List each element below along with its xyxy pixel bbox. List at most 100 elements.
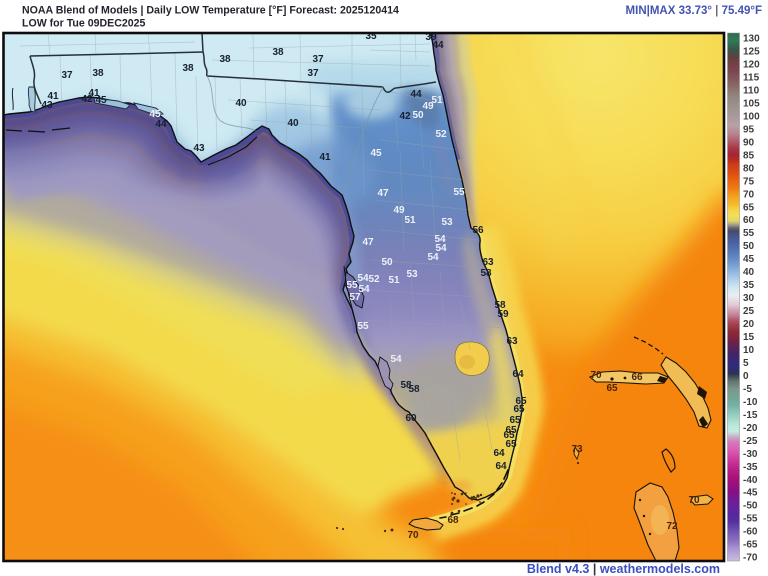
svg-text:41: 41 bbox=[88, 88, 100, 99]
svg-text:47: 47 bbox=[377, 188, 389, 199]
svg-text:54: 54 bbox=[434, 234, 446, 245]
svg-text:30: 30 bbox=[743, 293, 755, 304]
svg-text:58: 58 bbox=[400, 380, 412, 391]
svg-text:55: 55 bbox=[357, 321, 369, 332]
svg-text:39: 39 bbox=[425, 32, 437, 43]
svg-text:45: 45 bbox=[149, 109, 161, 120]
svg-text:-65: -65 bbox=[743, 540, 758, 551]
svg-text:-45: -45 bbox=[743, 488, 758, 499]
svg-text:47: 47 bbox=[362, 237, 374, 248]
svg-text:52: 52 bbox=[435, 129, 447, 140]
svg-text:130: 130 bbox=[743, 34, 760, 45]
svg-text:58: 58 bbox=[494, 300, 506, 311]
svg-text:51: 51 bbox=[388, 275, 400, 286]
svg-text:50: 50 bbox=[381, 257, 393, 268]
svg-text:65: 65 bbox=[606, 383, 618, 394]
svg-text:44: 44 bbox=[432, 40, 444, 51]
svg-text:50: 50 bbox=[743, 241, 755, 252]
svg-text:90: 90 bbox=[743, 137, 755, 148]
svg-text:37: 37 bbox=[312, 54, 324, 65]
svg-text:115: 115 bbox=[743, 73, 760, 84]
svg-text:65: 65 bbox=[509, 415, 521, 426]
svg-text:38: 38 bbox=[272, 47, 284, 58]
svg-text:95: 95 bbox=[743, 124, 755, 135]
svg-text:75: 75 bbox=[743, 176, 755, 187]
svg-text:125: 125 bbox=[743, 47, 760, 58]
svg-text:45: 45 bbox=[743, 254, 755, 265]
svg-text:85: 85 bbox=[743, 150, 755, 161]
svg-text:38: 38 bbox=[92, 68, 104, 79]
svg-text:65: 65 bbox=[505, 425, 517, 436]
svg-text:65: 65 bbox=[503, 430, 515, 441]
svg-text:80: 80 bbox=[743, 163, 755, 174]
svg-text:55: 55 bbox=[453, 187, 465, 198]
svg-text:-30: -30 bbox=[743, 449, 758, 460]
svg-text:MIN|MAX 33.73° | 75.49°F: MIN|MAX 33.73° | 75.49°F bbox=[626, 5, 762, 17]
svg-text:63: 63 bbox=[506, 336, 518, 347]
svg-text:58: 58 bbox=[480, 268, 492, 279]
svg-text:59: 59 bbox=[497, 309, 509, 320]
svg-text:65: 65 bbox=[743, 202, 755, 213]
svg-text:38: 38 bbox=[182, 63, 194, 74]
svg-text:68: 68 bbox=[447, 515, 459, 526]
svg-text:49: 49 bbox=[422, 101, 434, 112]
svg-text:64: 64 bbox=[512, 369, 524, 380]
svg-text:54: 54 bbox=[435, 243, 447, 254]
svg-text:35: 35 bbox=[743, 280, 755, 291]
svg-text:-50: -50 bbox=[743, 501, 758, 512]
svg-text:41: 41 bbox=[47, 91, 59, 102]
svg-text:110: 110 bbox=[743, 86, 760, 97]
svg-text:56: 56 bbox=[472, 225, 484, 236]
svg-text:35: 35 bbox=[365, 31, 377, 42]
svg-text:100: 100 bbox=[743, 111, 760, 122]
svg-text:63: 63 bbox=[482, 257, 494, 268]
svg-text:54: 54 bbox=[390, 354, 402, 365]
svg-text:-40: -40 bbox=[743, 475, 758, 486]
svg-text:25: 25 bbox=[743, 306, 755, 317]
svg-text:50: 50 bbox=[412, 110, 424, 121]
svg-text:37: 37 bbox=[307, 68, 319, 79]
svg-text:42: 42 bbox=[81, 94, 93, 105]
svg-text:41: 41 bbox=[319, 152, 331, 163]
svg-text:40: 40 bbox=[235, 98, 247, 109]
svg-text:70: 70 bbox=[688, 495, 700, 506]
svg-text:40: 40 bbox=[287, 118, 299, 129]
svg-text:70: 70 bbox=[590, 370, 602, 381]
svg-text:51: 51 bbox=[404, 215, 416, 226]
svg-text:45: 45 bbox=[95, 95, 107, 106]
svg-text:37: 37 bbox=[61, 70, 73, 81]
svg-text:-15: -15 bbox=[743, 410, 758, 421]
svg-text:54: 54 bbox=[427, 252, 439, 263]
svg-text:5: 5 bbox=[743, 358, 749, 369]
svg-text:53: 53 bbox=[441, 217, 453, 228]
svg-text:44: 44 bbox=[155, 119, 167, 130]
svg-text:55: 55 bbox=[743, 228, 755, 239]
svg-text:0: 0 bbox=[743, 371, 749, 382]
svg-text:43: 43 bbox=[193, 143, 205, 154]
svg-text:10: 10 bbox=[743, 345, 755, 356]
svg-text:-60: -60 bbox=[743, 527, 758, 538]
svg-text:42: 42 bbox=[399, 111, 411, 122]
svg-text:73: 73 bbox=[571, 444, 583, 455]
svg-text:64: 64 bbox=[495, 461, 507, 472]
svg-text:60: 60 bbox=[405, 413, 417, 424]
svg-text:51: 51 bbox=[431, 95, 443, 106]
svg-text:NOAA Blend of Models | Daily L: NOAA Blend of Models | Daily LOW Tempera… bbox=[22, 5, 399, 17]
svg-text:Blend v4.3 | weathermodels.com: Blend v4.3 | weathermodels.com bbox=[527, 562, 720, 576]
svg-text:54: 54 bbox=[358, 284, 370, 295]
svg-text:54: 54 bbox=[357, 273, 369, 284]
svg-text:-5: -5 bbox=[743, 384, 752, 395]
svg-text:65: 65 bbox=[513, 404, 525, 415]
svg-text:66: 66 bbox=[631, 372, 643, 383]
svg-text:49: 49 bbox=[393, 205, 405, 216]
svg-text:-55: -55 bbox=[743, 514, 758, 525]
svg-text:105: 105 bbox=[743, 99, 760, 110]
svg-text:58: 58 bbox=[408, 384, 420, 395]
svg-text:57: 57 bbox=[349, 292, 361, 303]
svg-text:38: 38 bbox=[219, 54, 231, 65]
svg-text:43: 43 bbox=[41, 100, 53, 111]
svg-text:65: 65 bbox=[515, 396, 527, 407]
svg-text:72: 72 bbox=[666, 521, 678, 532]
svg-text:53: 53 bbox=[406, 269, 418, 280]
svg-text:-70: -70 bbox=[743, 553, 758, 564]
